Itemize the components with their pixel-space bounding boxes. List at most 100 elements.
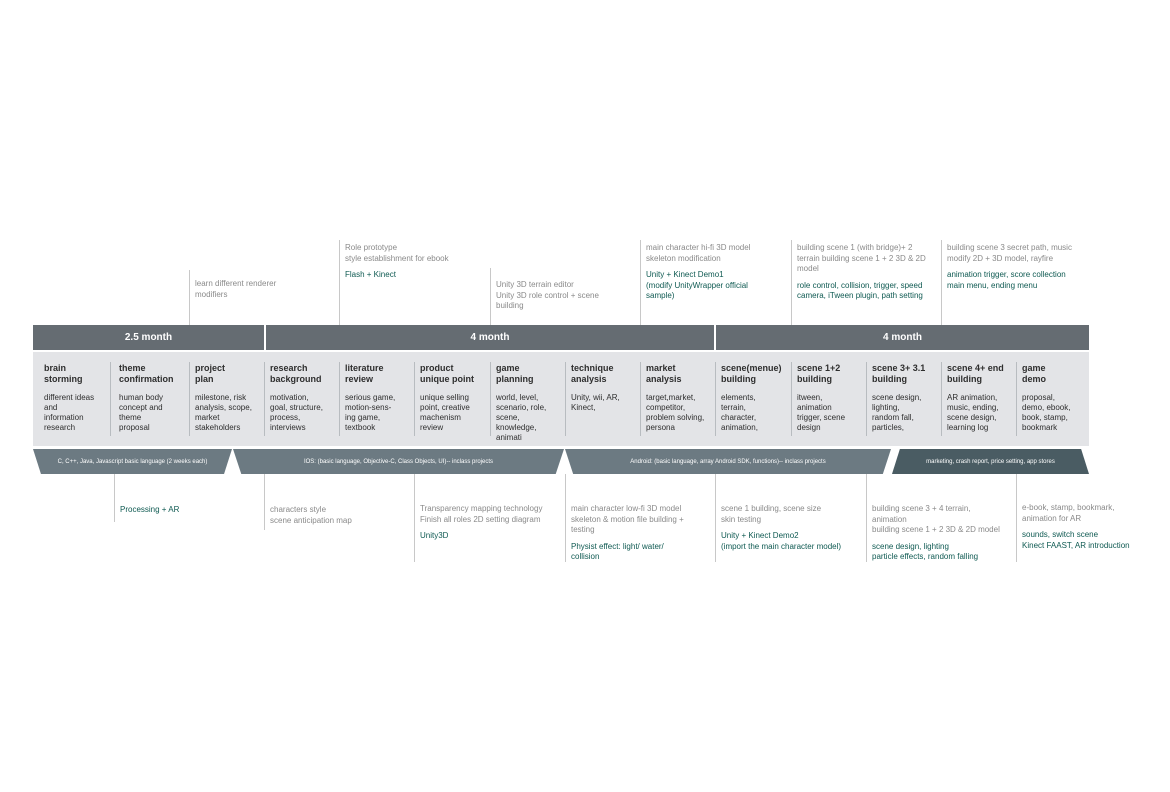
phase-column: scene 4+ end building AR animation, musi… — [947, 363, 1017, 433]
phase-desc: Unity, wii, AR, Kinect, — [571, 393, 620, 412]
tech-text: Processing + AR — [120, 505, 180, 514]
connector-line — [414, 474, 415, 562]
phase-title: technique analysis — [571, 363, 614, 384]
track-bar: marketing, crash report, price setting, … — [892, 449, 1089, 474]
phase-divider — [339, 362, 340, 436]
bottom-note: Processing + AR — [120, 505, 260, 516]
tech-text: Physist effect: light/ water/ collision — [571, 541, 664, 562]
phase-desc: motivation, goal, structure, process, in… — [270, 393, 323, 432]
top-note: Role prototype style establishment for e… — [345, 243, 490, 281]
top-note: learn different renderer modifiers — [195, 279, 335, 300]
tech-text: Unity + Kinect Demo1 (modify UnityWrappe… — [646, 270, 748, 300]
phase-desc: target,market, competitor, problem solvi… — [646, 393, 705, 432]
phase-divider — [189, 362, 190, 436]
phase-column: scene 3+ 3.1 building scene design, ligh… — [872, 363, 942, 433]
phase-title: market analysis — [646, 363, 682, 384]
phase-column: market analysis target,market, competito… — [646, 363, 716, 433]
bottom-note: main character low-fi 3D model skeleton … — [571, 504, 716, 563]
phase-column: scene(menue) building elements, terrain,… — [721, 363, 791, 433]
phase-title: project plan — [195, 363, 226, 384]
phase-title: theme confirmation — [119, 363, 174, 384]
connector-line — [715, 474, 716, 562]
note-text: main character low-fi 3D model skeleton … — [571, 504, 684, 534]
connector-line — [1016, 474, 1017, 562]
connector-line — [264, 474, 265, 530]
top-note: building scene 3 secret path, music modi… — [947, 243, 1092, 291]
phase-title: scene 4+ end building — [947, 363, 1004, 384]
phase-desc: itween, animation trigger, scene design — [797, 393, 846, 432]
connector-line — [189, 270, 190, 325]
phase-divider — [565, 362, 566, 436]
bottom-note: scene 1 building, scene size skin testin… — [721, 504, 866, 552]
bottom-note: e-book, stamp, bookmark, animation for A… — [1022, 503, 1162, 551]
phase-column: project plan milestone, risk analysis, s… — [195, 363, 265, 433]
duration-bar: 2.5 month — [33, 325, 264, 350]
connector-line — [565, 474, 566, 562]
phase-title: research background — [270, 363, 322, 384]
phase-desc: unique selling point, creative machenism… — [420, 393, 470, 432]
phase-divider — [715, 362, 716, 436]
phase-desc: milestone, risk analysis, scope, market … — [195, 393, 252, 432]
track-label: Android: (basic language, array Android … — [630, 458, 826, 465]
track-label: C, C++, Java, Javascript basic language … — [57, 458, 208, 465]
phase-column: game demo proposal, demo, ebook, book, s… — [1022, 363, 1086, 433]
phase-title: game planning — [496, 363, 534, 384]
duration-bar: 4 month — [266, 325, 714, 350]
track-bar: Android: (basic language, array Android … — [565, 449, 891, 474]
tech-text: role control, collision, trigger, speed … — [797, 280, 923, 301]
phase-title: scene(menue) building — [721, 363, 782, 384]
phase-column: brain storming different ideas and infor… — [44, 363, 108, 433]
note-text: characters style scene anticipation map — [270, 505, 352, 525]
phase-desc: serious game, motion-sens- ing game, tex… — [345, 393, 396, 432]
phase-desc: human body concept and theme proposal — [119, 393, 164, 432]
note-text: Transparency mapping technology Finish a… — [420, 504, 543, 524]
phase-column: product unique point unique selling poin… — [420, 363, 490, 433]
tech-text: animation trigger, score collection main… — [947, 270, 1066, 290]
tech-text: Unity3D — [420, 531, 449, 540]
duration-label: 4 month — [883, 332, 922, 343]
duration-label: 2.5 month — [124, 332, 173, 343]
phase-column: theme confirmation human body concept an… — [119, 363, 189, 433]
phase-title: product unique point — [420, 363, 474, 384]
connector-line — [866, 474, 867, 562]
phase-desc: AR animation, music, ending, scene desig… — [947, 393, 999, 432]
bottom-note: building scene 3 + 4 terrain, animation … — [872, 504, 1017, 563]
phase-title: game demo — [1022, 363, 1047, 384]
phase-divider — [490, 362, 491, 436]
top-note: Unity 3D terrain editor Unity 3D role co… — [496, 280, 636, 312]
phase-desc: proposal, demo, ebook, book, stamp, book… — [1022, 393, 1071, 432]
note-text: Unity 3D terrain editor Unity 3D role co… — [496, 280, 599, 310]
phase-divider — [791, 362, 792, 436]
phase-divider — [264, 362, 265, 436]
tech-text: Unity + Kinect Demo2 (import the main ch… — [721, 531, 842, 551]
connector-line — [114, 474, 115, 522]
phase-title: literature review — [345, 363, 384, 384]
phase-column: game planning world, level, scenario, ro… — [496, 363, 566, 443]
phase-desc: different ideas and information research — [44, 393, 95, 432]
note-text: scene 1 building, scene size skin testin… — [721, 504, 822, 524]
note-text: building scene 3 secret path, music modi… — [947, 243, 1072, 263]
phase-divider — [1016, 362, 1017, 436]
phase-title: brain storming — [44, 363, 83, 384]
note-text: Role prototype style establishment for e… — [345, 243, 449, 263]
tech-text: scene design, lighting particle effects,… — [872, 541, 979, 562]
note-text: learn different renderer modifiers — [195, 279, 277, 299]
phase-column: scene 1+2 building itween, animation tri… — [797, 363, 867, 433]
phase-divider — [110, 362, 111, 436]
track-label: IOS: (basic language, Objective-C, Class… — [303, 458, 494, 465]
duration-label: 4 month — [470, 332, 510, 343]
tech-text: sounds, switch scene Kinect FAAST, AR in… — [1022, 530, 1130, 550]
note-text: building scene 3 + 4 terrain, animation … — [872, 504, 1000, 534]
phase-desc: scene design, lighting, random fall, par… — [872, 393, 922, 432]
tech-text: Flash + Kinect — [345, 270, 396, 279]
connector-line — [640, 240, 641, 325]
phase-desc: world, level, scenario, role, scene, kno… — [496, 393, 547, 442]
connector-line — [941, 240, 942, 325]
phase-band — [33, 352, 1089, 446]
top-note: main character hi-fi 3D model skeleton m… — [646, 243, 791, 302]
phase-divider — [941, 362, 942, 436]
phase-desc: elements, terrain, character, animation, — [721, 393, 758, 432]
phase-column: literature review serious game, motion-s… — [345, 363, 415, 433]
connector-line — [791, 240, 792, 325]
phase-divider — [414, 362, 415, 436]
